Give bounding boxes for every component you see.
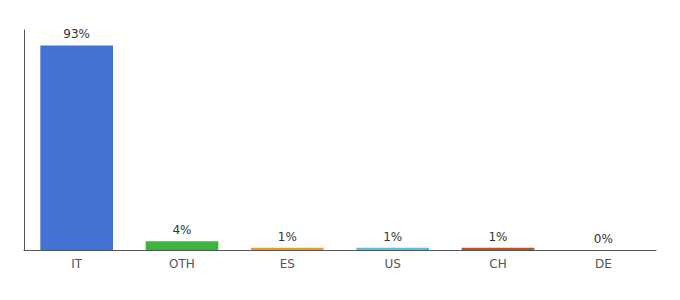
svg-text:1%: 1% [278, 230, 297, 244]
svg-text:93%: 93% [63, 27, 90, 41]
svg-text:1%: 1% [488, 230, 507, 244]
svg-text:OTH: OTH [169, 257, 195, 271]
svg-text:US: US [384, 257, 400, 271]
svg-text:1%: 1% [383, 230, 402, 244]
svg-text:4%: 4% [172, 223, 191, 237]
svg-text:0%: 0% [594, 232, 613, 246]
svg-text:DE: DE [595, 257, 612, 271]
svg-text:CH: CH [489, 257, 506, 271]
svg-text:IT: IT [71, 257, 83, 271]
svg-text:ES: ES [280, 257, 295, 271]
